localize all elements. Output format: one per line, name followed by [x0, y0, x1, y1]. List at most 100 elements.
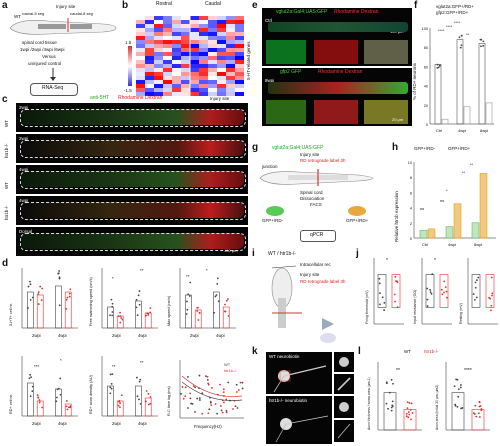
scatter-point — [241, 381, 244, 384]
l-point — [411, 412, 414, 414]
b-colorbar — [128, 46, 132, 86]
l-point — [390, 409, 393, 412]
data-point — [58, 276, 61, 279]
data-point — [119, 406, 121, 409]
scatter-point — [206, 375, 209, 378]
bar — [55, 388, 62, 417]
d-freq-label: Frequency(Hz) — [194, 424, 222, 429]
scatter-point — [190, 402, 193, 405]
d-sig: ** — [140, 268, 144, 273]
data-point — [29, 299, 32, 301]
d-xgroup: 4wpi — [138, 333, 147, 338]
heatmap-cell — [199, 52, 208, 56]
c-cord — [20, 140, 244, 156]
data-point — [37, 293, 40, 296]
scatter-point — [225, 398, 228, 401]
heatmap-cell — [145, 72, 154, 76]
l-point — [456, 378, 459, 381]
heatmap-cell — [136, 16, 145, 20]
e-image-ctrl: vglut2a:Gal4;UAS:GFP Rhodamine Dextran C… — [262, 8, 412, 66]
data-point — [216, 277, 219, 280]
f-point — [436, 63, 439, 66]
h-sig: ** — [470, 162, 474, 167]
heatmap-cell — [208, 28, 217, 32]
heatmap-cell — [181, 40, 190, 44]
j-point — [426, 305, 429, 307]
j-point — [378, 282, 381, 285]
data-point — [119, 315, 122, 318]
scatter-point — [191, 402, 194, 405]
c-row-geno: htr1b-/- — [4, 143, 9, 158]
j-point — [475, 296, 478, 299]
d-ylabel: RD+ cell nr. — [9, 394, 13, 414]
a-versus: Versus — [42, 54, 56, 59]
k-wt-zoom-1 — [334, 352, 354, 372]
heatmap-cell — [181, 68, 190, 72]
l-point — [407, 411, 410, 413]
heatmap-cell — [235, 88, 244, 92]
j-point — [490, 309, 492, 312]
fit-line-wt — [181, 381, 243, 401]
data-point — [57, 387, 60, 390]
heatmap-cell — [217, 56, 226, 60]
d-xgroup: 4wpi — [58, 333, 67, 338]
e-cord-2 — [268, 82, 408, 94]
heatmap-cell — [208, 32, 217, 36]
heatmap-cell — [145, 92, 154, 96]
heatmap-cell — [163, 16, 172, 20]
heatmap-cell — [235, 80, 244, 84]
heatmap-cell — [136, 56, 145, 60]
heatmap-cell — [235, 28, 244, 32]
panel-j-label: j — [356, 248, 359, 259]
data-point — [69, 406, 72, 409]
j-point — [393, 293, 396, 296]
l-sig: **** — [464, 368, 472, 374]
g-pos-cell — [266, 206, 284, 216]
j-point — [491, 292, 494, 295]
data-point — [27, 307, 29, 309]
data-point — [226, 298, 229, 300]
heatmap-cell — [136, 88, 145, 92]
scatter-point — [198, 374, 201, 377]
heatmap-cell — [181, 16, 190, 20]
f-legend-1: vglut2a:GFP+/RD+ — [436, 4, 475, 9]
scatter-point — [206, 379, 209, 381]
e-row1-title: vglut2a:Gal4;UAS:GFP — [276, 9, 328, 15]
scatter-point — [208, 408, 211, 411]
i-diagram — [271, 265, 336, 343]
heatmap-cell — [217, 84, 226, 88]
heatmap-cell — [163, 56, 172, 60]
c-scale: 100 μm — [224, 248, 238, 253]
g-qpcr: qPCR — [310, 232, 324, 238]
heatmap-cell — [208, 24, 217, 28]
heatmap-cell — [136, 20, 145, 24]
data-point — [120, 317, 123, 320]
heatmap-cell — [145, 36, 154, 40]
scatter-point — [189, 392, 192, 395]
data-point — [186, 300, 188, 303]
bar — [185, 294, 192, 329]
heatmap-cell — [145, 40, 154, 44]
g-junction: junction — [262, 164, 278, 169]
heatmap-cell — [181, 44, 190, 48]
f-point — [480, 45, 482, 48]
heatmap-cell — [163, 72, 172, 76]
heatmap-cell — [217, 40, 226, 44]
heatmap-cell — [190, 36, 199, 40]
heatmap-cell — [217, 16, 226, 20]
bar — [27, 291, 34, 329]
scatter-point — [187, 407, 189, 409]
data-point — [146, 312, 149, 315]
l-point — [410, 418, 412, 421]
l-point — [477, 412, 480, 415]
data-point — [68, 295, 71, 298]
heatmap-cell — [217, 80, 226, 84]
heatmap-cell — [208, 44, 217, 48]
data-point — [223, 310, 226, 313]
data-point — [110, 298, 113, 301]
data-point — [41, 287, 44, 290]
data-point — [135, 306, 138, 309]
j-bar — [391, 274, 401, 308]
f-point — [460, 34, 463, 37]
scatter-point — [236, 407, 239, 409]
